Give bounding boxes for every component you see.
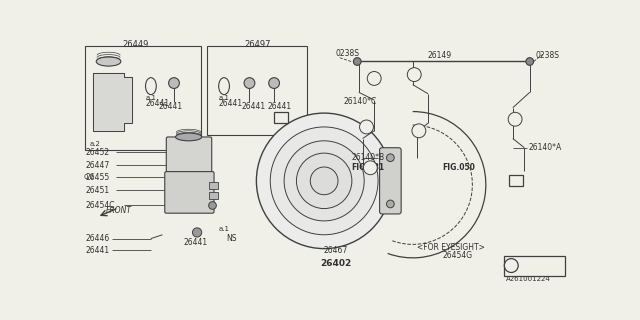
Text: FIG.050: FIG.050: [442, 163, 475, 172]
Circle shape: [353, 58, 361, 65]
Text: A: A: [278, 113, 284, 122]
Text: 26497: 26497: [244, 40, 271, 49]
Text: 26451: 26451: [86, 186, 109, 195]
Text: NS: NS: [227, 234, 237, 243]
Text: 1: 1: [509, 261, 514, 270]
Text: a.2: a.2: [90, 141, 100, 147]
FancyBboxPatch shape: [380, 148, 401, 214]
Text: 1: 1: [364, 124, 369, 130]
Circle shape: [387, 200, 394, 208]
Circle shape: [209, 202, 216, 209]
Text: A261001224: A261001224: [506, 276, 550, 282]
Text: 1: 1: [372, 76, 376, 81]
Circle shape: [407, 68, 421, 82]
Text: 26441: 26441: [219, 99, 243, 108]
FancyBboxPatch shape: [166, 137, 212, 179]
Text: 26140*A: 26140*A: [528, 143, 561, 152]
Bar: [209, 182, 218, 188]
Text: 26447: 26447: [86, 161, 109, 170]
Text: 26140*C: 26140*C: [344, 97, 377, 106]
Text: FIG.081: FIG.081: [351, 163, 384, 172]
Circle shape: [360, 120, 373, 134]
Text: A: A: [513, 176, 519, 185]
Text: a.1: a.1: [145, 95, 157, 101]
Text: 26455: 26455: [86, 172, 109, 181]
Text: 26454G: 26454G: [442, 251, 472, 260]
Ellipse shape: [219, 78, 230, 95]
Circle shape: [367, 71, 381, 85]
Circle shape: [269, 78, 280, 88]
Circle shape: [284, 141, 364, 221]
Polygon shape: [93, 73, 132, 131]
Text: 26441: 26441: [158, 102, 182, 111]
Bar: [509, 175, 523, 186]
Circle shape: [193, 228, 202, 237]
Text: 0238S: 0238S: [336, 49, 360, 58]
Circle shape: [508, 112, 522, 126]
Ellipse shape: [175, 133, 202, 141]
Circle shape: [412, 124, 426, 138]
Text: a.1: a.1: [219, 226, 230, 232]
Circle shape: [270, 127, 378, 235]
Text: 0.2: 0.2: [83, 174, 94, 180]
Text: 0923S: 0923S: [522, 261, 548, 270]
Text: 26467: 26467: [324, 246, 348, 255]
Text: 1: 1: [513, 116, 517, 122]
Text: 26441: 26441: [86, 246, 109, 255]
Circle shape: [310, 167, 338, 195]
Text: FRONT: FRONT: [106, 206, 132, 215]
Ellipse shape: [145, 78, 156, 95]
Circle shape: [168, 78, 179, 88]
Text: 26441: 26441: [268, 102, 292, 111]
Text: 26441: 26441: [145, 99, 170, 108]
Text: 26402: 26402: [320, 259, 351, 268]
Bar: [86, 46, 201, 150]
Text: 1: 1: [417, 128, 421, 134]
Text: 26452: 26452: [86, 148, 109, 157]
Text: 26140*B: 26140*B: [351, 153, 384, 162]
Circle shape: [244, 78, 255, 88]
Circle shape: [364, 161, 378, 175]
Bar: [504, 256, 565, 276]
Circle shape: [387, 154, 394, 162]
Text: 0238S: 0238S: [536, 51, 560, 60]
Text: 26441: 26441: [242, 102, 266, 111]
Bar: [209, 192, 218, 198]
Ellipse shape: [96, 57, 121, 66]
Text: <FOR EYESIGHT>: <FOR EYESIGHT>: [417, 243, 485, 252]
Circle shape: [526, 58, 534, 65]
Text: 26449: 26449: [122, 40, 148, 49]
Text: 1: 1: [368, 165, 372, 171]
Circle shape: [257, 113, 392, 249]
Text: 26149: 26149: [428, 51, 452, 60]
Text: 26454C: 26454C: [86, 201, 115, 210]
Bar: [207, 46, 307, 135]
Text: a.1: a.1: [219, 95, 230, 101]
Circle shape: [504, 259, 518, 272]
Circle shape: [296, 153, 352, 209]
Text: 1: 1: [412, 72, 417, 77]
FancyBboxPatch shape: [164, 172, 214, 213]
Bar: [274, 112, 288, 123]
Text: 26441: 26441: [184, 238, 207, 247]
Text: 26446: 26446: [86, 234, 109, 243]
